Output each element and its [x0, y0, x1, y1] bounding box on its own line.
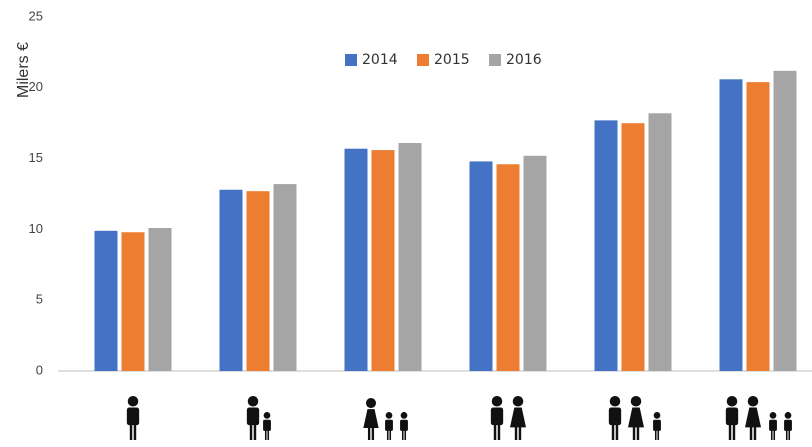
bar-2014-4 — [469, 161, 493, 371]
bar-2014-1 — [94, 230, 118, 371]
bar-2015-2 — [246, 191, 270, 371]
two-adults-icon — [490, 396, 527, 440]
y-tick-label: 15 — [29, 150, 43, 165]
person-icon — [126, 396, 140, 440]
adult-two-children-icon — [363, 398, 408, 440]
bar-2016-1 — [148, 227, 172, 371]
bar-2015-1 — [121, 232, 145, 371]
y-tick-label: 25 — [29, 8, 43, 23]
legend-label: 2016 — [506, 52, 542, 68]
y-tick-label: 10 — [29, 221, 43, 236]
bar-2015-5 — [621, 123, 645, 371]
bar-2016-2 — [273, 184, 297, 371]
legend-label: 2014 — [362, 52, 398, 68]
bar-2016-3 — [398, 143, 422, 371]
legend-swatch — [417, 54, 429, 66]
bar-2014-6 — [719, 79, 743, 371]
two-adults-child-icon — [608, 396, 661, 440]
category-icons — [126, 396, 792, 440]
bar-2014-2 — [219, 189, 243, 371]
y-tick-label: 5 — [36, 292, 43, 307]
bar-2014-5 — [594, 120, 618, 371]
legend-swatch — [489, 54, 501, 66]
adult-child-icon — [246, 396, 271, 440]
y-tick-label: 0 — [36, 362, 43, 377]
bars-group — [94, 70, 797, 372]
y-axis: 0 5 10 15 20 25 — [29, 8, 43, 377]
y-axis-label: Milers € — [15, 42, 32, 98]
legend-label: 2015 — [434, 52, 470, 68]
bar-2016-5 — [648, 113, 672, 372]
bar-2015-6 — [746, 82, 770, 372]
bar-2015-3 — [371, 150, 395, 371]
bar-2015-4 — [496, 164, 520, 371]
legend: 2014 2015 2016 — [345, 52, 542, 68]
legend-swatch — [345, 54, 357, 66]
bar-2016-4 — [523, 155, 547, 371]
y-tick-label: 20 — [29, 79, 43, 94]
bar-2016-6 — [773, 70, 797, 372]
two-adults-two-children-icon — [725, 396, 792, 440]
bar-2014-3 — [344, 148, 368, 371]
